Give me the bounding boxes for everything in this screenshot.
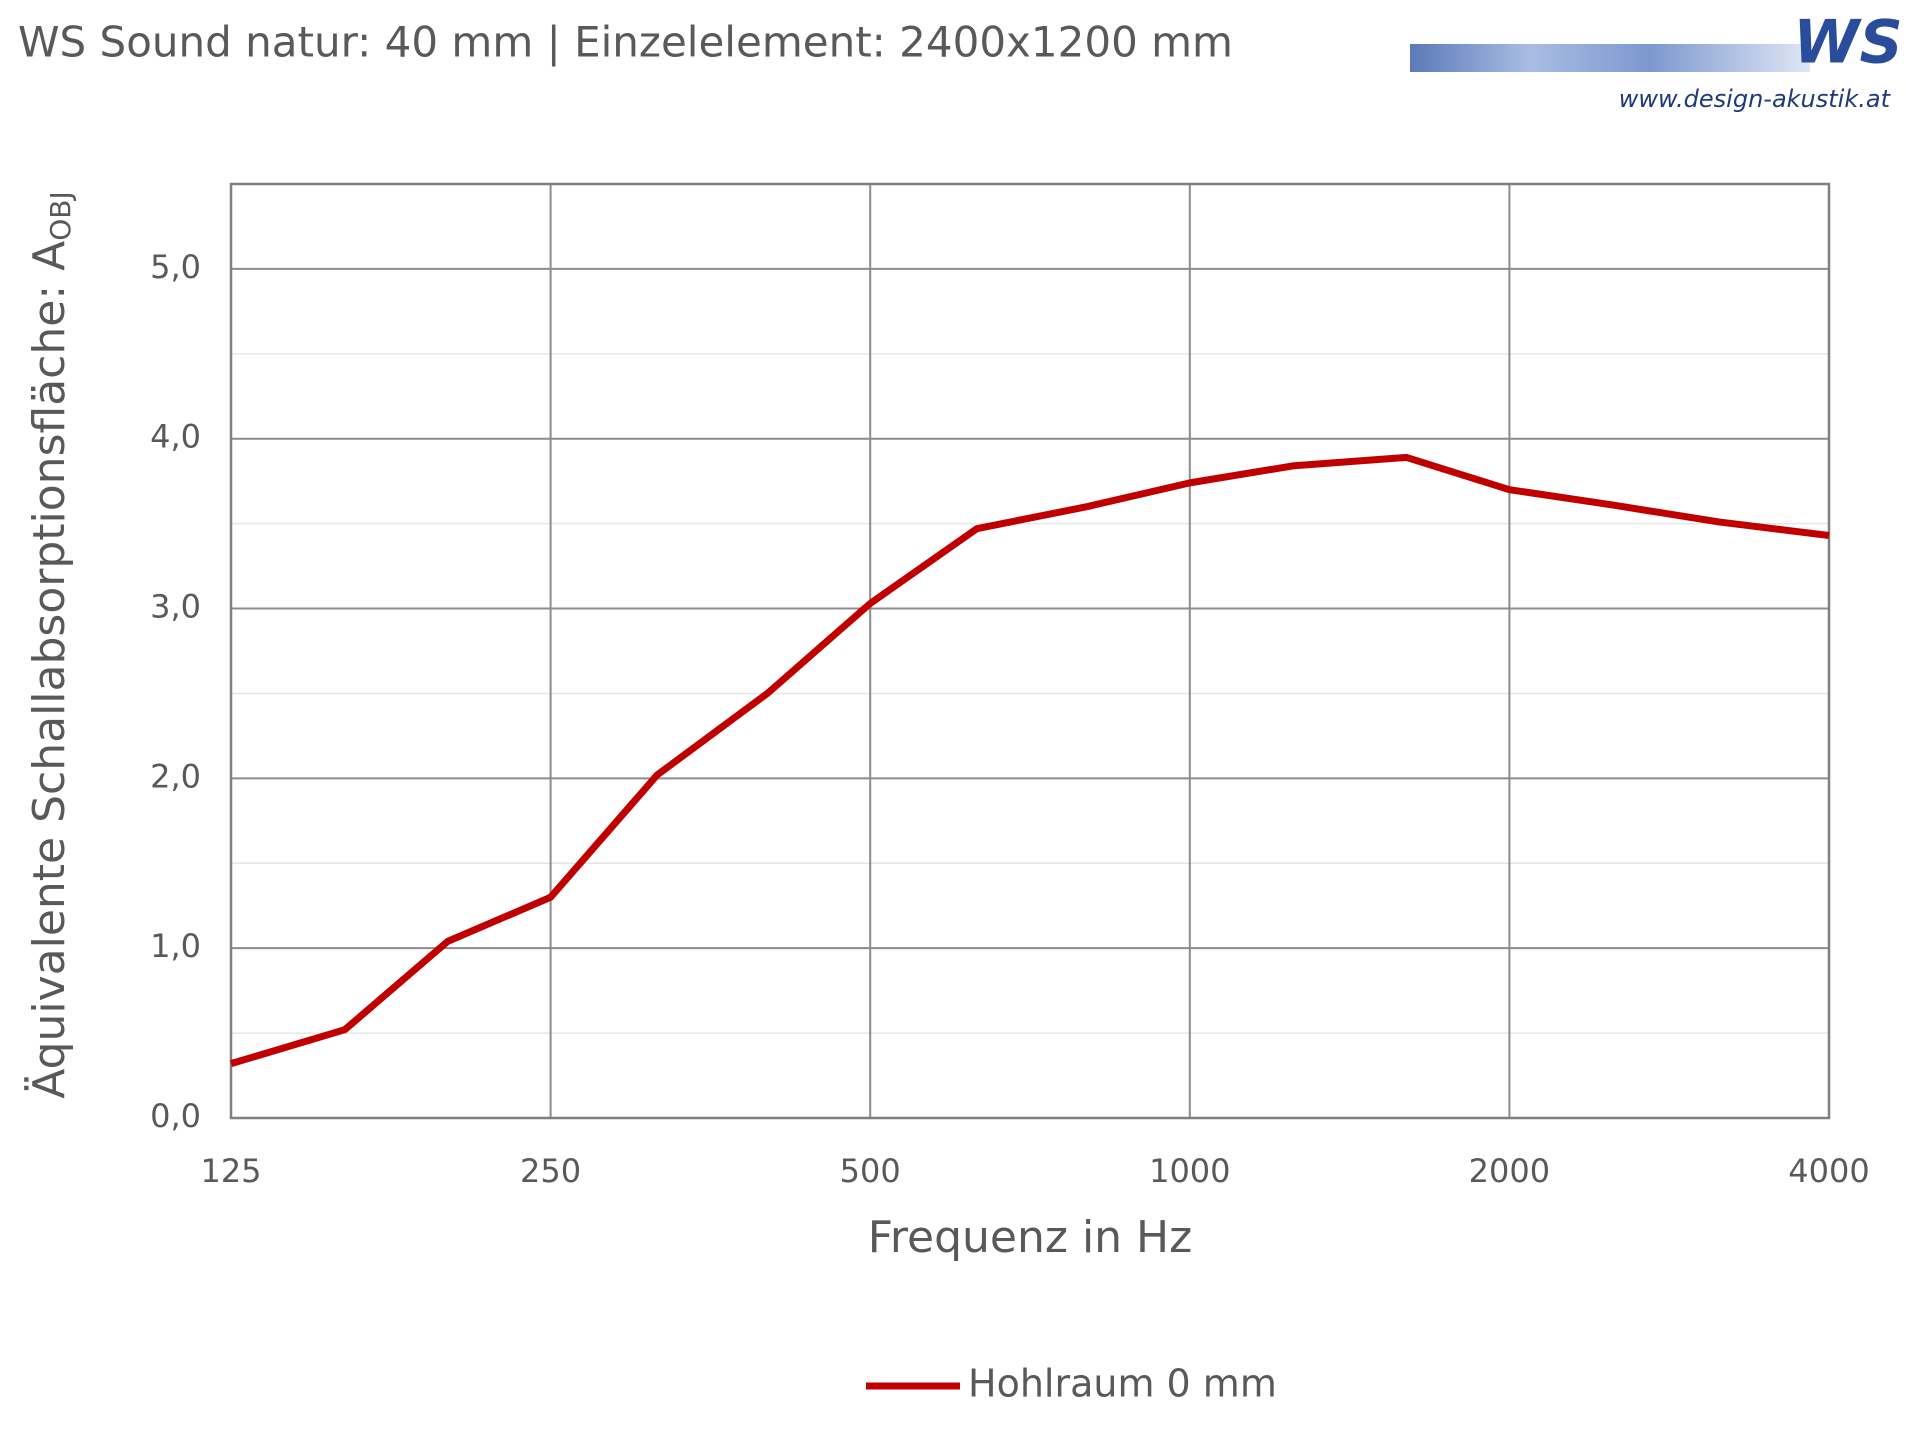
legend-label: Hohlraum 0 mm: [968, 1362, 1277, 1406]
logo-text: WS: [1793, 8, 1902, 78]
y-tick-label: 2,0: [150, 757, 201, 795]
y-tick-label: 4,0: [150, 418, 201, 456]
y-tick-label: 3,0: [150, 588, 201, 626]
x-tick-label: 125: [200, 1152, 261, 1190]
y-tick-label: 0,0: [150, 1097, 201, 1135]
y-tick-label: 5,0: [150, 248, 201, 286]
x-tick-label: 2000: [1469, 1152, 1550, 1190]
x-tick-label: 1000: [1149, 1152, 1230, 1190]
logo-strip: [1410, 44, 1810, 72]
y-axis-label-main: Äquivalente Schallabsorptionsfläche: A: [23, 241, 75, 1099]
x-axis-label: Frequenz in Hz: [868, 1212, 1192, 1263]
y-tick-label: 1,0: [150, 927, 201, 965]
y-axis-label-sub: OBJ: [44, 191, 77, 241]
chart-title: WS Sound natur: 40 mm | Einzelelement: 2…: [18, 18, 1233, 67]
x-tick-label: 500: [840, 1152, 901, 1190]
x-tick-label: 4000: [1788, 1152, 1869, 1190]
x-tick-label: 250: [520, 1152, 581, 1190]
y-axis-label: Äquivalente Schallabsorptionsfläche: AOB…: [23, 191, 77, 1099]
logo-url: www.design-akustik.at: [1619, 85, 1892, 113]
plot-frame: [229, 182, 1831, 1120]
data-line: [229, 453, 1830, 1068]
